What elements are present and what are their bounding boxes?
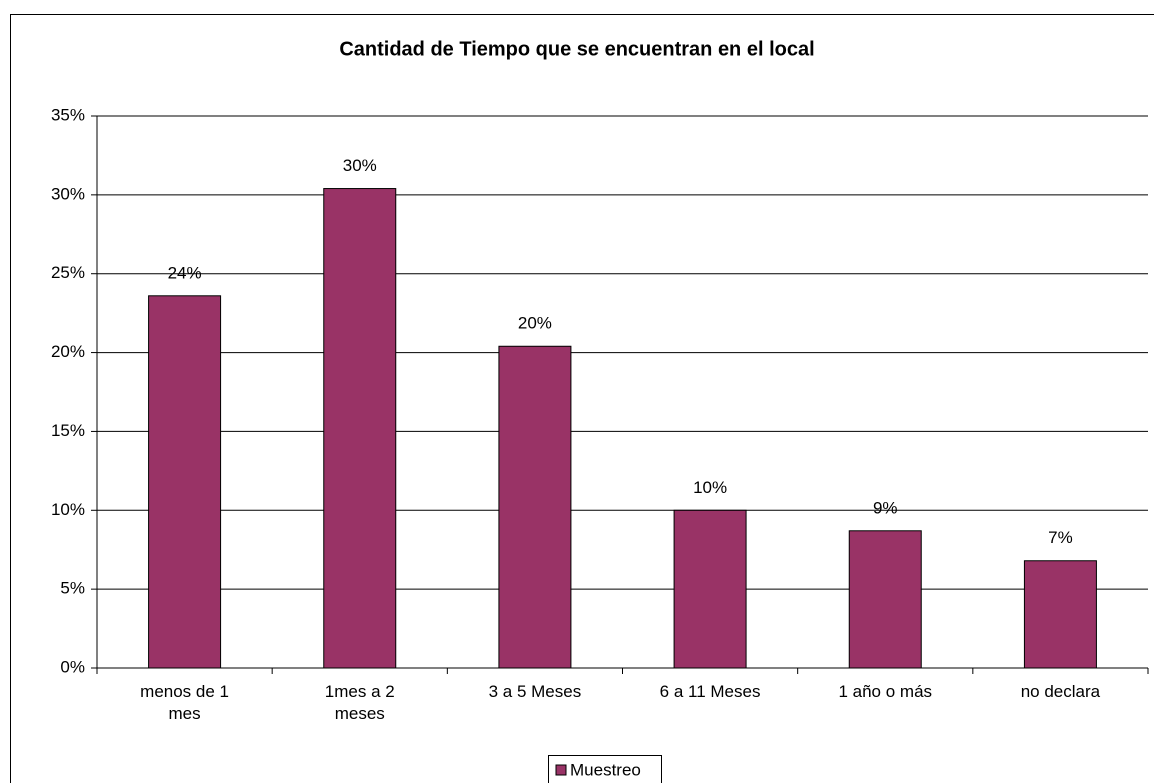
data-label: 10% xyxy=(693,478,727,497)
y-tick-label: 25% xyxy=(51,263,85,282)
x-tick-label: menos de 1 mes xyxy=(140,682,229,723)
x-tick-label: no declara xyxy=(1020,682,1101,701)
bar xyxy=(498,345,572,669)
y-tick-label: 15% xyxy=(51,421,85,440)
y-tick-label: 0% xyxy=(60,657,85,676)
legend-swatch xyxy=(555,764,567,776)
data-label: 30% xyxy=(343,156,377,175)
x-tick-label: 1 año o más xyxy=(838,682,933,701)
legend-label: Muestreo xyxy=(570,760,641,779)
y-tick-label: 20% xyxy=(51,342,85,361)
bar xyxy=(1023,560,1097,669)
data-label: 24% xyxy=(168,263,202,282)
x-tick-label: 1mes a 2 meses xyxy=(324,682,395,723)
data-label: 20% xyxy=(518,314,552,333)
data-label: 9% xyxy=(873,498,898,517)
data-label: 7% xyxy=(1048,528,1073,547)
bar xyxy=(673,509,747,669)
y-tick-label: 35% xyxy=(51,105,85,124)
legend-box xyxy=(548,755,662,783)
bar xyxy=(148,295,222,669)
bar xyxy=(848,530,922,669)
chart-title: Cantidad de Tiempo que se encuentran en … xyxy=(339,38,814,60)
y-tick-label: 30% xyxy=(51,184,85,203)
y-tick-label: 10% xyxy=(51,500,85,519)
x-tick-label: 6 a 11 Meses xyxy=(659,682,761,701)
x-tick-label: 3 a 5 Meses xyxy=(488,682,582,701)
y-tick-label: 5% xyxy=(60,579,85,598)
bar xyxy=(323,188,397,669)
